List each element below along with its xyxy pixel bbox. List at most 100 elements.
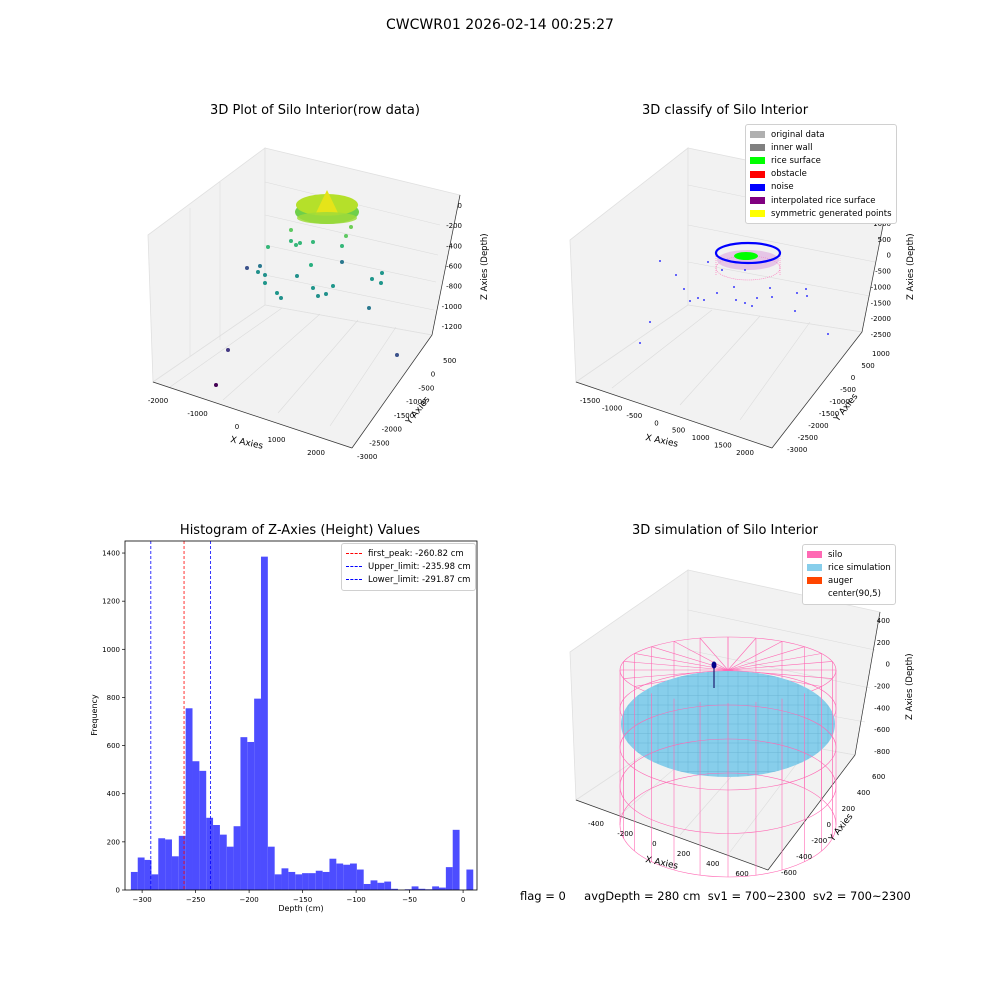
plot2-zlabel: Z Axies (Depth) <box>906 233 916 300</box>
plot2-noise-point <box>735 299 737 301</box>
plot2-y-tick: -2000 <box>808 422 828 430</box>
histogram-bar <box>219 834 227 890</box>
plot1-point <box>395 353 399 357</box>
histogram-bar <box>171 856 179 890</box>
legend-swatch <box>807 564 822 572</box>
plot1-point <box>275 291 279 295</box>
legend-label: auger <box>828 575 853 586</box>
plot1-point <box>214 383 218 387</box>
histogram-bar <box>288 871 296 890</box>
plot1-zlabel: Z Axies (Depth) <box>480 233 490 300</box>
histogram-bar <box>281 868 289 890</box>
legend-swatch <box>750 170 765 178</box>
plot1-point <box>263 273 267 277</box>
plot1-point <box>324 292 328 296</box>
plot2-noise-point <box>805 288 807 290</box>
plot4-z-tick: 0 <box>886 661 890 669</box>
legend-label: silo <box>828 549 843 560</box>
histogram-x-tick: −250 <box>186 896 205 904</box>
histogram-legend: first_peak: -260.82 cm Upper_limit: -235.… <box>341 543 476 591</box>
histogram-bar <box>178 835 186 890</box>
plot4-y-tick: -600 <box>781 869 797 877</box>
histogram-bar <box>165 839 172 890</box>
plot4-y-tick: 400 <box>857 789 870 797</box>
histogram-bar <box>452 829 460 890</box>
plot2-noise-point <box>827 333 829 335</box>
plot4-silo-spoke <box>727 637 757 671</box>
histogram-y-tick: 200 <box>107 838 120 846</box>
plot4-z-tick: -200 <box>874 683 890 691</box>
histogram-bar <box>260 556 268 890</box>
plot2-title: 3D classify of Silo Interior <box>641 103 809 118</box>
plot2-noise-point <box>769 287 771 289</box>
plot2-noise-point <box>707 261 709 263</box>
plot4-y-tick: -200 <box>811 837 827 845</box>
plot4-x-tick: 200 <box>677 850 690 858</box>
histogram-bar <box>308 873 316 890</box>
histogram-bar <box>137 857 145 890</box>
legend-label: rice surface <box>771 155 821 166</box>
plot4-z-tick: -400 <box>874 704 890 712</box>
plot1-point <box>226 348 230 352</box>
histogram-title: Histogram of Z-Axies (Height) Values <box>179 523 421 538</box>
legend-label: first_peak: -260.82 cm <box>368 548 464 559</box>
legend-swatch <box>807 551 822 559</box>
plot1-point <box>344 234 348 238</box>
plot2-classify-3d: X Axies Y Axies Z Axies (Depth) -1500-10… <box>569 147 916 457</box>
legend-item: Upper_limit: -235.98 cm <box>346 560 471 573</box>
histogram-bar <box>185 708 193 890</box>
plot1-z-tick: -200 <box>446 222 462 230</box>
plot4-silo-spoke <box>623 669 729 679</box>
plot4-ylabel: Y Axies <box>827 812 856 845</box>
legend-label: obstacle <box>771 169 807 180</box>
legend-item: Lower_limit: -291.87 cm <box>346 573 471 586</box>
legend-swatch <box>750 144 765 152</box>
legend-label: center(90,5) <box>828 589 881 600</box>
histogram-bar <box>356 869 364 890</box>
legend-line <box>346 579 362 581</box>
plot1-point <box>311 240 315 244</box>
plot1-point <box>289 228 293 232</box>
plot2-xlabel: X Axies <box>644 433 679 450</box>
avg-depth-text: avgDepth = 280 cm <box>584 889 701 903</box>
plot4-z-tick: 200 <box>877 639 890 647</box>
plot2-noise-point <box>721 269 723 271</box>
histogram-y-tick: 0 <box>116 887 120 895</box>
footer-status: flag = 0 avgDepth = 280 cm sv1 = 700~230… <box>520 889 911 903</box>
histogram-bar <box>199 770 207 890</box>
plot2-noise-point <box>649 321 651 323</box>
plot2-z-tick: -500 <box>875 268 891 276</box>
plot1-point <box>340 244 344 248</box>
histogram-bar <box>418 888 426 890</box>
histogram-bar <box>350 863 357 890</box>
plot1-z-tick: 0 <box>458 202 462 210</box>
plot4-silo-spoke <box>727 669 833 679</box>
plot1-point <box>256 270 260 274</box>
plot2-x-tick: 1000 <box>692 434 710 442</box>
plot2-ylabel: Y Axies <box>832 392 861 425</box>
plot2-z-tick: 500 <box>878 236 891 244</box>
plot1-y-tick: -2500 <box>369 439 389 447</box>
histogram-y-tick: 1000 <box>102 646 120 654</box>
plot1-x-tick: 1000 <box>268 436 286 444</box>
histogram-bar <box>439 887 446 890</box>
histogram-bar <box>315 870 323 890</box>
plot2-x-tick: 0 <box>654 419 658 427</box>
plot2-noise-point <box>716 292 718 294</box>
plot1-point <box>258 264 262 268</box>
histogram-bar <box>377 882 385 890</box>
legend-swatch <box>807 577 822 585</box>
plot1-y-tick: -500 <box>418 384 434 392</box>
plot1-title: 3D Plot of Silo Interior(row data) <box>210 103 420 118</box>
plot4-silo-spoke <box>727 653 822 671</box>
plot1-raw-3d: X Axies Y Axies Z Axies (Depth) -2000-10… <box>147 147 490 461</box>
plot2-legend: original data inner wall rice surface obsta… <box>745 124 897 225</box>
plot1-y-tick: -1500 <box>394 412 414 420</box>
histogram-y-tick: 1400 <box>102 550 120 558</box>
histogram-bar <box>445 867 453 890</box>
histogram-y-tick: 400 <box>107 790 120 798</box>
plot1-z-tick: -1000 <box>442 303 462 311</box>
legend-label: interpolated rice surface <box>771 195 876 206</box>
histogram-bar <box>130 871 138 890</box>
legend-label: original data <box>771 129 825 140</box>
